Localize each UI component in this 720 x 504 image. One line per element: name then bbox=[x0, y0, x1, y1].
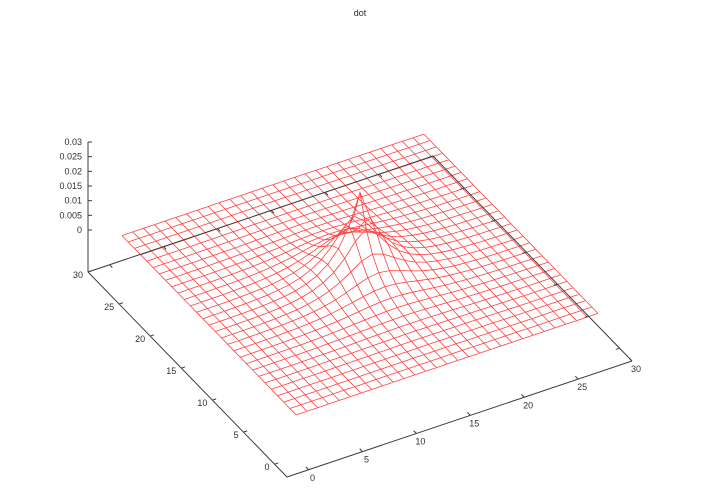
x-tick bbox=[574, 375, 579, 380]
y-tick-label: 5 bbox=[233, 430, 238, 440]
z-tick-label: 0.015 bbox=[59, 181, 82, 191]
y-axis bbox=[87, 271, 288, 478]
x-tick-mirror bbox=[432, 155, 437, 160]
x-tick bbox=[521, 394, 525, 398]
x-tick bbox=[467, 412, 471, 416]
y-tick-mirror bbox=[584, 315, 589, 318]
x-tick-label: 30 bbox=[631, 364, 641, 374]
x-tick-label: 25 bbox=[577, 382, 587, 392]
y-tick bbox=[274, 462, 279, 465]
y-tick-label: 0 bbox=[265, 462, 270, 472]
z-tick-label: 0 bbox=[77, 225, 82, 235]
y-tick-mirror bbox=[460, 187, 465, 190]
x-tick-mirror bbox=[217, 228, 221, 232]
y-tick bbox=[118, 302, 124, 305]
base-box-borders bbox=[87, 142, 633, 478]
x-tick bbox=[305, 466, 309, 471]
y-tick-mirror bbox=[522, 251, 527, 254]
x-tick bbox=[359, 448, 363, 452]
y-tick bbox=[150, 334, 155, 337]
x-tick-mirror bbox=[378, 173, 383, 178]
surface-mesh bbox=[121, 133, 599, 416]
y-tick-mirror bbox=[615, 347, 620, 350]
x-tick-label: 10 bbox=[415, 437, 425, 447]
y-tick-label: 10 bbox=[197, 398, 207, 408]
y-tick bbox=[243, 430, 248, 433]
base-edge-back-left bbox=[87, 155, 434, 273]
x-tick-label: 15 bbox=[469, 418, 479, 428]
y-tick bbox=[87, 270, 92, 273]
y-tick-label: 25 bbox=[104, 302, 114, 312]
y-tick-label: 30 bbox=[73, 270, 83, 280]
y-tick-label: 15 bbox=[166, 366, 176, 376]
x-tick-mirror bbox=[270, 210, 275, 214]
x-axis bbox=[286, 360, 633, 478]
z-tick-label: 0.02 bbox=[64, 166, 82, 176]
x-tick-label: 0 bbox=[310, 473, 315, 483]
x-tick-mirror bbox=[109, 264, 113, 268]
y-tick bbox=[181, 366, 186, 369]
z-tick-label: 0.025 bbox=[59, 152, 82, 162]
x-tick-mirror bbox=[324, 191, 329, 196]
z-tick-label: 0.03 bbox=[64, 137, 82, 147]
base-edge-back-right bbox=[432, 155, 633, 362]
y-tick bbox=[212, 398, 217, 401]
x-tick bbox=[413, 430, 417, 434]
y-tick-mirror bbox=[553, 283, 558, 286]
x-tick-label: 5 bbox=[364, 455, 369, 465]
y-tick-mirror bbox=[429, 155, 434, 158]
x-tick-mirror bbox=[163, 246, 167, 250]
z-tick-label: 0.01 bbox=[64, 196, 82, 206]
z-tick-label: 0.005 bbox=[59, 210, 82, 220]
x-tick bbox=[628, 357, 633, 362]
y-tick-mirror bbox=[491, 219, 496, 222]
x-tick-label: 20 bbox=[523, 400, 533, 410]
mesh-wireframe bbox=[121, 133, 599, 416]
plot-title: dot bbox=[353, 8, 367, 18]
y-tick-label: 20 bbox=[135, 334, 145, 344]
axis-tick-labels: 0 5 10 15 20 25 30 0 5 10 15 20 25 30 0 0.005 0.01 0.015 0… bbox=[59, 137, 641, 483]
axis-ticks bbox=[87, 141, 633, 471]
